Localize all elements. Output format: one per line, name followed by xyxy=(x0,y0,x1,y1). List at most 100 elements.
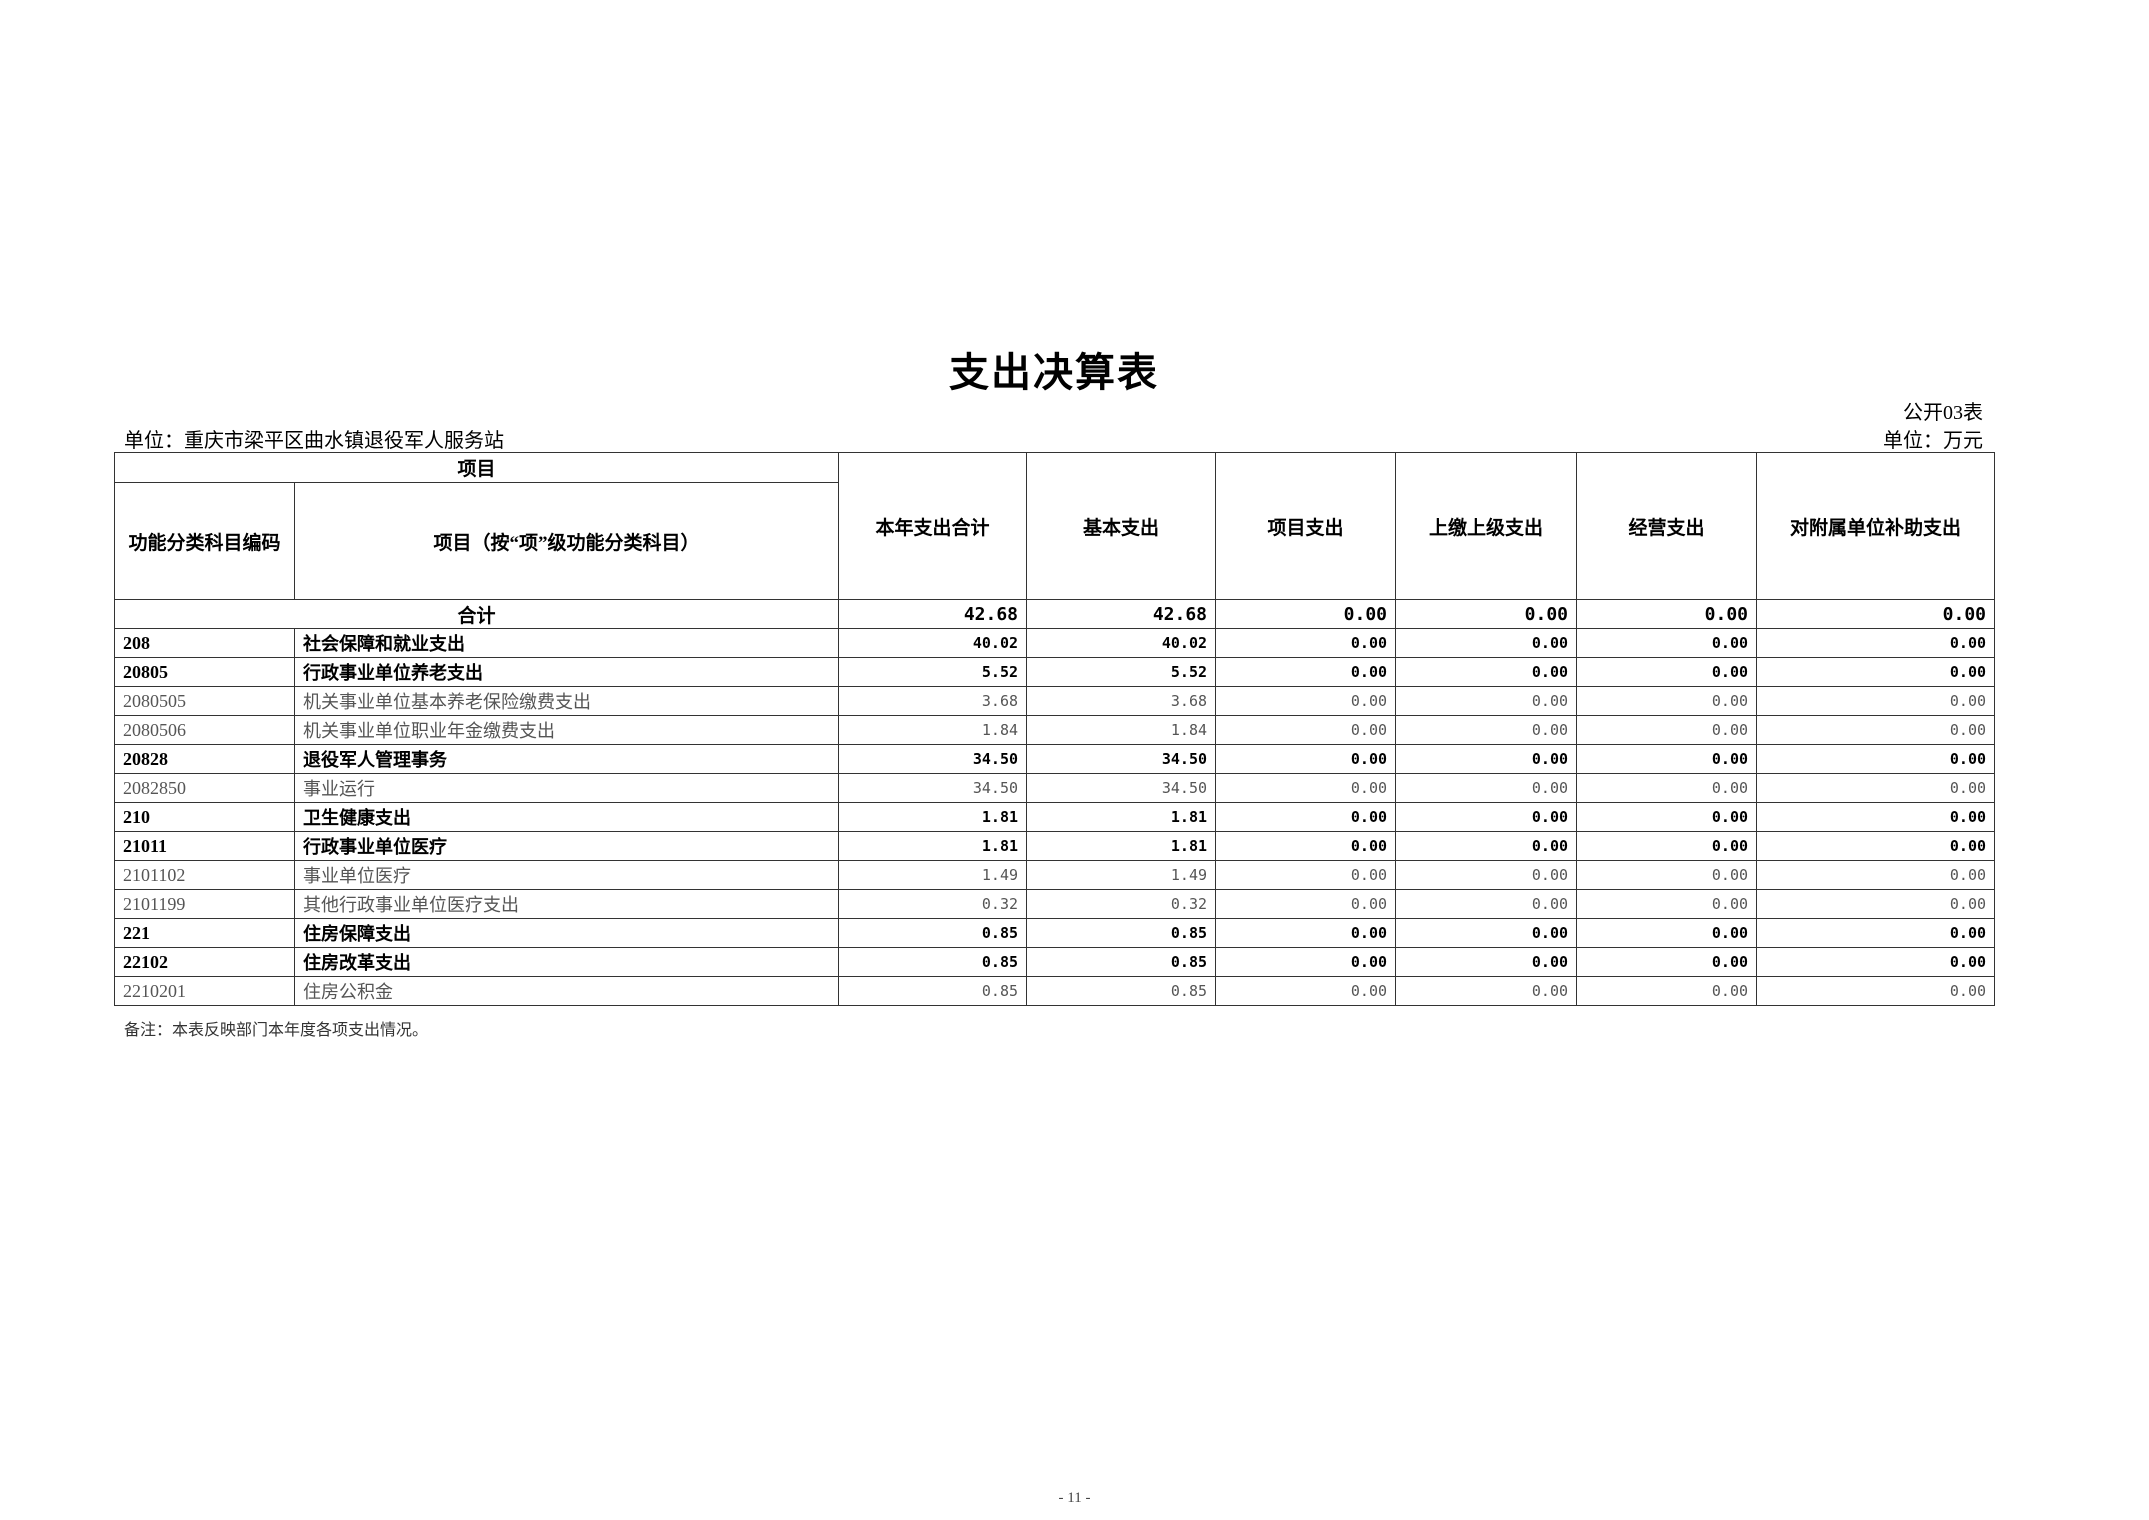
row-value: 0.00 xyxy=(1395,715,1578,745)
header-total-expenditure: 本年支出合计 xyxy=(838,452,1028,600)
total-value: 42.68 xyxy=(838,599,1028,629)
row-value: 1.81 xyxy=(838,802,1028,832)
row-value: 0.00 xyxy=(1756,976,1996,1006)
form-number: 公开03表 xyxy=(1903,402,1983,424)
row-value: 0.85 xyxy=(1026,918,1217,948)
row-name: 卫生健康支出 xyxy=(293,802,840,832)
row-value: 0.00 xyxy=(1215,744,1397,774)
row-value: 1.49 xyxy=(838,860,1028,890)
row-name: 事业单位医疗 xyxy=(293,860,840,890)
row-value: 0.32 xyxy=(1026,889,1217,919)
row-value: 0.00 xyxy=(1576,918,1758,948)
row-name: 机关事业单位职业年金缴费支出 xyxy=(293,715,840,745)
total-row: 合计 42.68 42.68 0.00 0.00 0.00 0.00 xyxy=(113,599,1996,629)
row-value: 0.00 xyxy=(1756,686,1996,716)
row-code: 20805 xyxy=(114,657,295,687)
row-name: 事业运行 xyxy=(293,773,840,803)
row-value: 0.00 xyxy=(1395,802,1578,832)
page-title: 支出决算表 xyxy=(949,350,1159,395)
row-value: 0.00 xyxy=(1576,860,1758,890)
row-value: 0.00 xyxy=(1756,715,1996,745)
row-value: 0.00 xyxy=(1576,715,1758,745)
row-code: 2080505 xyxy=(114,686,295,716)
row-value: 0.00 xyxy=(1215,773,1397,803)
total-value: 0.00 xyxy=(1215,599,1397,629)
row-value: 0.00 xyxy=(1756,744,1996,774)
row-value: 0.00 xyxy=(1756,802,1996,832)
row-name: 退役军人管理事务 xyxy=(293,744,840,774)
total-value: 0.00 xyxy=(1395,599,1578,629)
row-code: 221 xyxy=(114,918,295,948)
page-number: - 11 - xyxy=(1058,1490,1091,1506)
table-row: 2080505 机关事业单位基本养老保险缴费支出 3.68 3.68 0.00 0.00 0… xyxy=(114,686,1996,716)
row-name: 住房公积金 xyxy=(293,976,840,1006)
table-row: 2082850 事业运行 34.50 34.50 0.00 0.00 0.00 0.00 xyxy=(114,773,1996,803)
row-value: 0.00 xyxy=(1395,773,1578,803)
header-item: 项目（按“项”级功能分类科目） xyxy=(293,482,840,600)
row-name: 社会保障和就业支出 xyxy=(293,628,840,658)
row-value: 0.00 xyxy=(1395,831,1578,861)
header-basic-expenditure: 基本支出 xyxy=(1026,452,1217,600)
row-name: 住房改革支出 xyxy=(293,947,840,977)
row-value: 0.00 xyxy=(1576,628,1758,658)
row-value: 0.85 xyxy=(838,918,1028,948)
row-code: 22102 xyxy=(114,947,295,977)
row-code: 2080506 xyxy=(114,715,295,745)
header-operating-expenditure: 经营支出 xyxy=(1576,452,1758,600)
row-value: 0.32 xyxy=(838,889,1028,919)
table-row: 2101102 事业单位医疗 1.49 1.49 0.00 0.00 0.00 0.00 xyxy=(114,860,1996,890)
row-code: 2101199 xyxy=(114,889,295,919)
row-code: 2082850 xyxy=(114,773,295,803)
row-value: 0.00 xyxy=(1215,976,1397,1006)
row-value: 0.00 xyxy=(1215,918,1397,948)
table-row: 22102 住房改革支出 0.85 0.85 0.00 0.00 0.00 0.00 xyxy=(114,947,1996,977)
table-row: 2101199 其他行政事业单位医疗支出 0.32 0.32 0.00 0.00 0.00 0… xyxy=(114,889,1996,919)
row-value: 0.00 xyxy=(1215,889,1397,919)
row-value: 0.85 xyxy=(838,947,1028,977)
row-value: 0.85 xyxy=(1026,947,1217,977)
row-value: 5.52 xyxy=(838,657,1028,687)
row-code: 208 xyxy=(114,628,295,658)
expenditure-table: 项目 本年支出合计 基本支出 项目支出 上缴上级支出 经营支出 对附属单位补助支… xyxy=(113,452,1996,1006)
row-value: 0.00 xyxy=(1756,947,1996,977)
row-value: 1.81 xyxy=(1026,802,1217,832)
row-value: 5.52 xyxy=(1026,657,1217,687)
table-note: 备注：本表反映部门本年度各项支出情况。 xyxy=(124,1022,429,1039)
row-value: 0.00 xyxy=(1576,744,1758,774)
row-code: 2101102 xyxy=(114,860,295,890)
row-code: 2210201 xyxy=(114,976,295,1006)
row-value: 40.02 xyxy=(1026,628,1217,658)
row-value: 0.00 xyxy=(1215,831,1397,861)
row-value: 0.00 xyxy=(1215,802,1397,832)
row-value: 0.00 xyxy=(1756,860,1996,890)
row-value: 1.81 xyxy=(838,831,1028,861)
row-code: 210 xyxy=(114,802,295,832)
row-value: 0.00 xyxy=(1395,976,1578,1006)
row-value: 0.00 xyxy=(1215,657,1397,687)
row-value: 34.50 xyxy=(838,744,1028,774)
header-project-expenditure: 项目支出 xyxy=(1215,452,1397,600)
row-value: 0.00 xyxy=(1576,773,1758,803)
row-value: 0.00 xyxy=(1395,744,1578,774)
row-name: 机关事业单位基本养老保险缴费支出 xyxy=(293,686,840,716)
row-value: 0.00 xyxy=(1756,918,1996,948)
row-code: 20828 xyxy=(114,744,295,774)
header-code: 功能分类科目编码 xyxy=(114,482,295,600)
row-value: 0.00 xyxy=(1576,657,1758,687)
row-value: 0.00 xyxy=(1215,686,1397,716)
row-name: 其他行政事业单位医疗支出 xyxy=(293,889,840,919)
table-row: 210 卫生健康支出 1.81 1.81 0.00 0.00 0.00 0.00 xyxy=(114,802,1996,832)
currency-unit: 单位：万元 xyxy=(1883,430,1983,452)
row-value: 1.49 xyxy=(1026,860,1217,890)
row-value: 0.85 xyxy=(838,976,1028,1006)
row-name: 行政事业单位养老支出 xyxy=(293,657,840,687)
header-remit-superior: 上缴上级支出 xyxy=(1395,452,1578,600)
table-row: 208 社会保障和就业支出 40.02 40.02 0.00 0.00 0.00 0.00 xyxy=(114,628,1996,658)
row-value: 0.00 xyxy=(1395,889,1578,919)
row-value: 0.00 xyxy=(1756,773,1996,803)
row-value: 0.00 xyxy=(1395,657,1578,687)
row-value: 0.00 xyxy=(1756,657,1996,687)
row-value: 0.00 xyxy=(1215,715,1397,745)
row-value: 0.00 xyxy=(1395,918,1578,948)
total-value: 0.00 xyxy=(1756,599,1996,629)
